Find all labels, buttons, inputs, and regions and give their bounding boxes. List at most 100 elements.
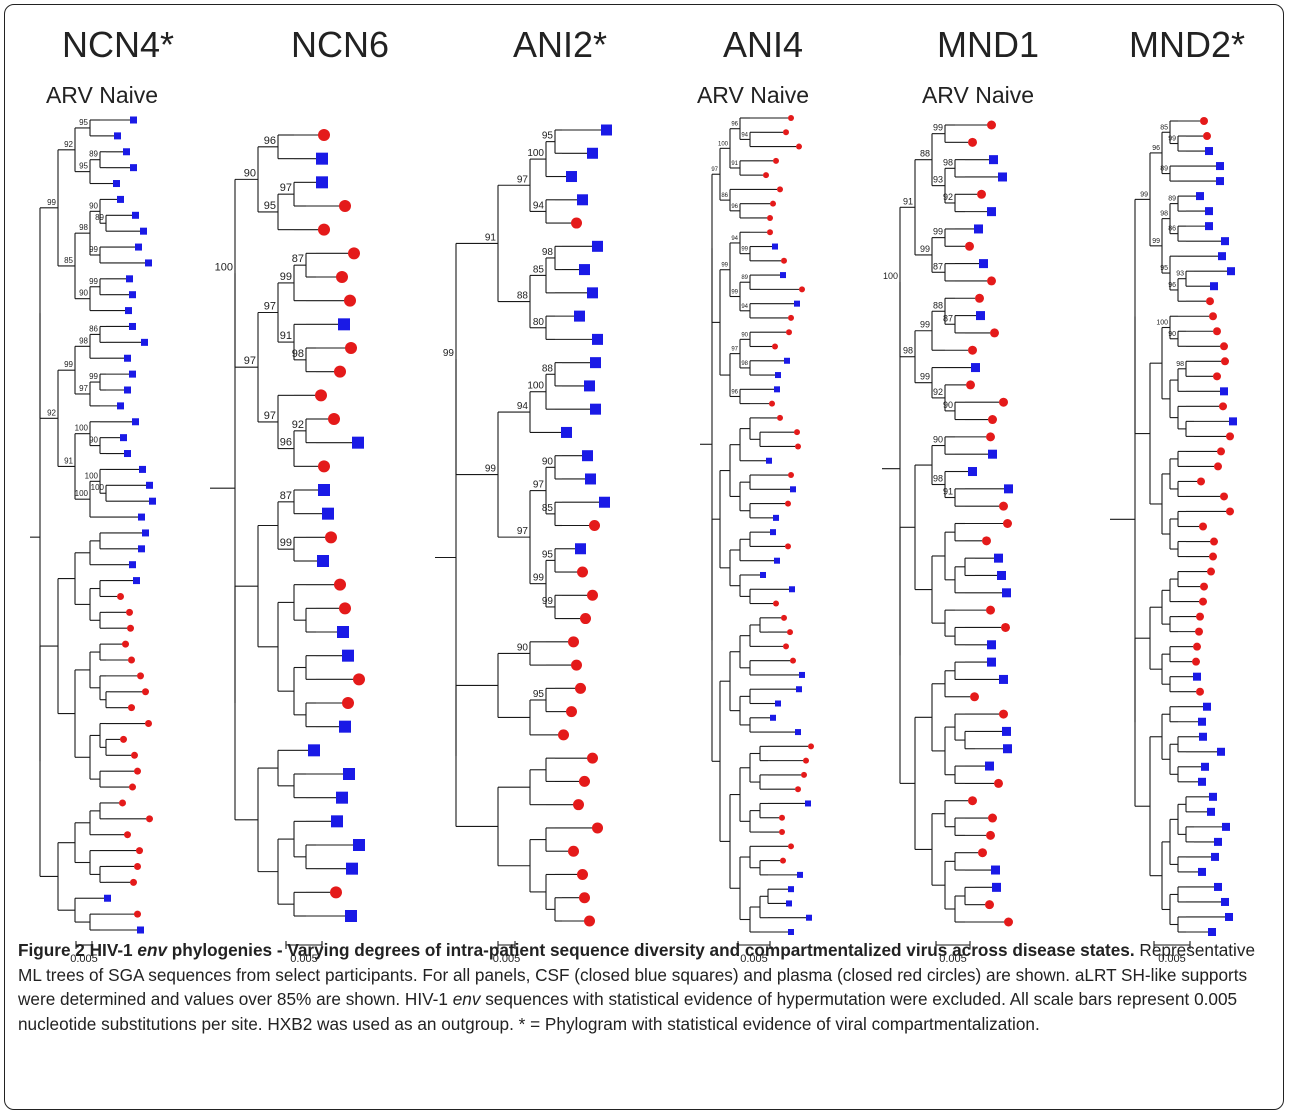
- support-value: 90: [1168, 331, 1176, 338]
- support-value: 86: [89, 324, 98, 333]
- plasma-circle-marker: [790, 657, 796, 664]
- support-value: 94: [741, 132, 748, 138]
- support-value: 90: [542, 456, 554, 467]
- plasma-circle-marker: [130, 878, 137, 886]
- plasma-circle-marker: [1220, 492, 1228, 501]
- plasma-circle-marker: [1195, 627, 1203, 636]
- support-value: 87: [280, 490, 292, 502]
- plasma-circle-marker: [773, 157, 779, 164]
- scale-bar-label: 0.005: [740, 953, 768, 965]
- caption-title: Figure 2 HIV-1 env phylogenies - Varying…: [18, 940, 1135, 960]
- csf-square-marker: [1222, 822, 1230, 831]
- support-value: 96: [280, 437, 292, 449]
- csf-square-marker: [1004, 484, 1013, 494]
- plasma-circle-marker: [994, 778, 1003, 788]
- csf-square-marker: [788, 886, 794, 893]
- csf-square-marker: [308, 744, 320, 757]
- plasma-circle-marker: [785, 500, 791, 507]
- support-value: 95: [542, 549, 554, 560]
- support-value: 97: [517, 174, 529, 185]
- csf-square-marker: [590, 403, 601, 415]
- csf-square-marker: [790, 486, 796, 493]
- plasma-circle-marker: [968, 796, 977, 806]
- plasma-circle-marker: [779, 829, 785, 836]
- plasma-circle-marker: [1001, 622, 1010, 632]
- caption-body-1: Representative ML trees of SGA sequences…: [18, 940, 1256, 1009]
- support-value: 95: [79, 162, 88, 171]
- csf-square-marker: [1003, 744, 1012, 754]
- csf-square-marker: [794, 300, 800, 307]
- csf-square-marker: [1214, 882, 1222, 891]
- csf-square-marker: [968, 467, 977, 477]
- support-value: 90: [79, 289, 88, 298]
- support-value: 99: [933, 227, 943, 237]
- support-value: 96: [1152, 145, 1160, 152]
- csf-square-marker: [592, 333, 603, 345]
- plasma-circle-marker: [1199, 522, 1207, 531]
- plasma-circle-marker: [1004, 917, 1013, 927]
- support-value: 89: [741, 275, 748, 281]
- plasma-circle-marker: [318, 223, 330, 236]
- csf-square-marker: [124, 386, 131, 394]
- support-value: 97: [533, 480, 545, 491]
- plasma-circle-marker: [330, 886, 342, 899]
- support-value: 98: [1176, 361, 1184, 368]
- support-value: 92: [292, 419, 304, 431]
- support-value: 97: [711, 167, 718, 173]
- support-value: 92: [933, 387, 943, 397]
- plasma-circle-marker: [763, 172, 769, 179]
- support-value: 91: [64, 456, 73, 465]
- plasma-circle-marker: [134, 862, 141, 870]
- csf-square-marker: [129, 322, 136, 330]
- plasma-circle-marker: [353, 673, 365, 686]
- csf-square-marker: [140, 227, 147, 235]
- plasma-circle-marker: [1200, 117, 1208, 125]
- csf-square-marker: [338, 318, 350, 331]
- panel-subtitle: ARV Naive: [697, 82, 809, 108]
- support-value: 99: [1140, 191, 1148, 198]
- plasma-circle-marker: [783, 129, 789, 136]
- plasma-circle-marker: [985, 900, 994, 910]
- csf-square-marker: [124, 354, 131, 362]
- support-value: 91: [280, 330, 292, 342]
- plasma-circle-marker: [794, 429, 800, 436]
- plasma-circle-marker: [999, 501, 1008, 511]
- csf-square-marker: [117, 402, 124, 410]
- support-value: 93: [933, 175, 943, 185]
- support-value: 85: [542, 503, 554, 514]
- support-value: 95: [533, 689, 545, 700]
- plasma-circle-marker: [325, 531, 337, 544]
- panel-subtitle: ARV Naive: [46, 82, 158, 108]
- support-value: 98: [79, 223, 88, 232]
- csf-square-marker: [575, 543, 586, 555]
- plasma-circle-marker: [990, 328, 999, 338]
- support-value: 93: [1176, 271, 1184, 278]
- support-value: 90: [517, 642, 529, 653]
- plasma-circle-marker: [127, 624, 134, 632]
- plasma-circle-marker: [785, 543, 791, 550]
- support-value: 100: [718, 141, 729, 147]
- support-value: 98: [943, 157, 953, 167]
- plasma-circle-marker: [145, 720, 152, 728]
- support-value: 99: [89, 277, 98, 286]
- plasma-circle-marker: [966, 380, 975, 390]
- plasma-circle-marker: [587, 589, 598, 601]
- csf-square-marker: [1216, 162, 1224, 171]
- plasma-circle-marker: [781, 614, 787, 621]
- plasma-circle-marker: [783, 643, 789, 650]
- plasma-circle-marker: [777, 186, 783, 193]
- plasma-circle-marker: [339, 602, 351, 615]
- csf-square-marker: [126, 275, 133, 283]
- support-value: 100: [1156, 320, 1168, 327]
- csf-square-marker: [799, 671, 805, 678]
- csf-square-marker: [149, 497, 156, 505]
- csf-square-marker: [788, 929, 794, 935]
- support-value: 97: [264, 410, 276, 422]
- plasma-circle-marker: [975, 293, 984, 303]
- csf-square-marker: [806, 914, 812, 921]
- csf-square-marker: [561, 426, 572, 438]
- csf-square-marker: [317, 555, 329, 567]
- plasma-circle-marker: [1217, 447, 1225, 456]
- plasma-circle-marker: [334, 365, 346, 378]
- plasma-circle-marker: [592, 822, 603, 834]
